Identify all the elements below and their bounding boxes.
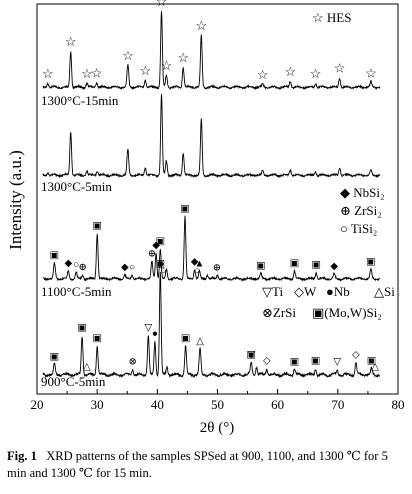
w-diamond-marker: ◇ bbox=[156, 259, 164, 270]
legend-element-1: ◇W bbox=[294, 284, 317, 299]
mowsi2-square-marker: ▣ bbox=[256, 260, 265, 271]
legend-element-0: ▽Ti bbox=[262, 284, 283, 299]
zrsi2-oplus-marker: ⊕ bbox=[148, 249, 156, 260]
figure-caption: Fig. 1 XRD patterns of the samples SPSed… bbox=[7, 448, 407, 482]
hes-star-marker: ☆ bbox=[91, 65, 103, 80]
x-tick-label: 50 bbox=[211, 397, 224, 412]
hes-star-marker: ☆ bbox=[177, 50, 189, 65]
legend-hes: ☆ HES bbox=[312, 10, 351, 25]
mowsi2-square-marker: ▣ bbox=[180, 203, 189, 214]
x-tick-label: 80 bbox=[392, 397, 405, 412]
nbsi2-diamond-marker: ◆ bbox=[64, 258, 72, 269]
mowsi2-square-marker: ▣ bbox=[311, 356, 320, 367]
mowsi2-square-marker: ▣ bbox=[290, 258, 299, 269]
hes-star-marker: ☆ bbox=[284, 64, 296, 79]
nbsi2-diamond-marker: ◆ bbox=[121, 262, 129, 273]
mowsi2-square-marker: ▣ bbox=[50, 250, 59, 261]
tisi2-circle-marker: ○ bbox=[160, 266, 166, 277]
x-axis-label: 2θ (°) bbox=[200, 420, 234, 436]
caption-label: Fig. 1 bbox=[7, 449, 37, 463]
hes-star-marker: ☆ bbox=[310, 66, 322, 81]
mowsi2-square-marker: ▣ bbox=[156, 259, 165, 270]
mowsi2-square-marker: ▣ bbox=[367, 356, 376, 367]
w-diamond-marker: ◇ bbox=[263, 356, 271, 367]
pattern-curves bbox=[42, 11, 381, 379]
hes-star-marker: ☆ bbox=[365, 65, 377, 80]
x-tick-label: 40 bbox=[151, 397, 164, 412]
pattern-line-0 bbox=[42, 11, 381, 91]
x-tick-label: 20 bbox=[31, 397, 44, 412]
x-tick-label: 60 bbox=[271, 397, 284, 412]
mowsi2-square-marker: ▣ bbox=[92, 333, 101, 344]
legend-element-3: △Si bbox=[374, 284, 395, 299]
y-axis-label: Intensity (a.u.) bbox=[6, 150, 25, 250]
w-diamond-marker: ◇ bbox=[352, 349, 360, 360]
x-axis: 20 30 40 50 60 70 80 bbox=[31, 389, 405, 412]
mowsi2-square-marker: ▣ bbox=[311, 260, 320, 271]
legend-phase-1: ⊕ ZrSi₂ bbox=[340, 203, 382, 218]
hes-star-marker: ☆ bbox=[161, 58, 173, 73]
pattern-line-3 bbox=[42, 271, 381, 379]
zrsi2-oplus-marker: ⊕ bbox=[79, 262, 87, 273]
si-triangle-marker: ▲ bbox=[195, 259, 205, 270]
mowsi2-square-marker: ▣ bbox=[181, 333, 190, 344]
legend-silicide-1: ▣(Mo,W)Si₂ bbox=[312, 305, 382, 320]
hes-star-marker: ☆ bbox=[42, 66, 54, 81]
ti-triangle-marker: ▽ bbox=[144, 323, 152, 334]
x-tick-label: 70 bbox=[331, 397, 344, 412]
tisi2-circle-marker: ○ bbox=[129, 262, 135, 273]
si-triangle-open-marker: △ bbox=[196, 336, 204, 347]
si-triangle-open-marker: △ bbox=[83, 362, 91, 373]
series-label-2: 1100°C-5min bbox=[41, 284, 112, 299]
mowsi2-square-marker: ▣ bbox=[290, 357, 299, 368]
ti-triangle-marker: ▽ bbox=[247, 349, 255, 360]
tisi2-circle-marker: ○ bbox=[194, 266, 200, 277]
mowsi2-square-marker: ▣ bbox=[50, 351, 59, 362]
nbsi2-diamond-marker: ◆ bbox=[152, 240, 160, 251]
mowsi2-square-marker: ▣ bbox=[156, 236, 165, 247]
x-tick-label: 30 bbox=[91, 397, 104, 412]
mowsi2-square-marker: ▣ bbox=[92, 221, 101, 232]
nbsi2-diamond-marker: ◆ bbox=[191, 256, 199, 267]
series-label-3: 900°C-5min bbox=[41, 374, 106, 389]
si-triangle-open-marker: △ bbox=[371, 362, 379, 373]
legend-element-2: ●Nb bbox=[326, 284, 350, 299]
pattern-line-1 bbox=[42, 94, 381, 179]
hes-star-marker: ☆ bbox=[122, 48, 134, 63]
hes-star-marker: ☆ bbox=[195, 18, 207, 33]
zrsi2-oplus-marker: ⊕ bbox=[213, 263, 221, 274]
hes-star-marker: ☆ bbox=[65, 34, 77, 49]
xrd-chart: ☆☆☆☆☆☆☆☆☆☆☆ ☆ ☆ ☆ ☆◆ ◆◆◆ ◆⊕⊕⊕○ ○ ○ ○▲▣▣▣▣▣ ▣ ▣ ▣▣▣▣▣… bbox=[6, 0, 405, 436]
hes-star-marker: ☆ bbox=[139, 63, 151, 78]
series-label-1: 1300°C-5min bbox=[41, 179, 112, 194]
ti-triangle-marker: ▽ bbox=[333, 357, 341, 368]
mowsi2-square-marker: ▣ bbox=[77, 323, 86, 334]
mowsi2-square-marker: ▣ bbox=[246, 349, 255, 360]
caption-text: XRD patterns of the samples SPSed at 900… bbox=[7, 449, 388, 480]
hes-star-marker: ☆ bbox=[257, 67, 269, 82]
tisi2-circle-marker: ○ bbox=[73, 260, 79, 271]
phase-legends: ☆ HES ◆ NbSi₂ ⊕ ZrSi₂ ○ TiSi₂ ▽Ti ◇W ●Nb △Si ⊗Zr… bbox=[262, 10, 395, 320]
zrsi-otimes-marker: ⊗ bbox=[129, 357, 137, 368]
nb-dot-marker: ● bbox=[152, 329, 158, 340]
hes-star-marker: ☆ bbox=[334, 61, 346, 76]
series-label-0: 1300°C-15min bbox=[41, 93, 119, 108]
series-labels: 1300°C-15min 1300°C-5min 1100°C-5min 900°C-… bbox=[41, 93, 119, 389]
hes-star-marker: ☆ bbox=[81, 66, 93, 81]
pattern-line-2 bbox=[42, 215, 380, 282]
nbsi2-diamond-marker: ◆ bbox=[330, 261, 338, 272]
hes-star-marker: ☆ bbox=[156, 0, 168, 9]
phase-markers: ☆☆☆☆☆☆☆☆☆☆☆ ☆ ☆ ☆ ☆◆ ◆◆◆ ◆⊕⊕⊕○ ○ ○ ○▲▣▣▣▣▣ ▣ ▣ ▣▣▣▣▣… bbox=[42, 0, 379, 373]
legend-phase-2: ○ TiSi₂ bbox=[340, 221, 377, 236]
legend-silicide-0: ⊗ZrSi bbox=[262, 305, 296, 320]
mowsi2-square-marker: ▣ bbox=[366, 256, 375, 267]
legend-phase-0: ◆ NbSi₂ bbox=[340, 185, 385, 200]
